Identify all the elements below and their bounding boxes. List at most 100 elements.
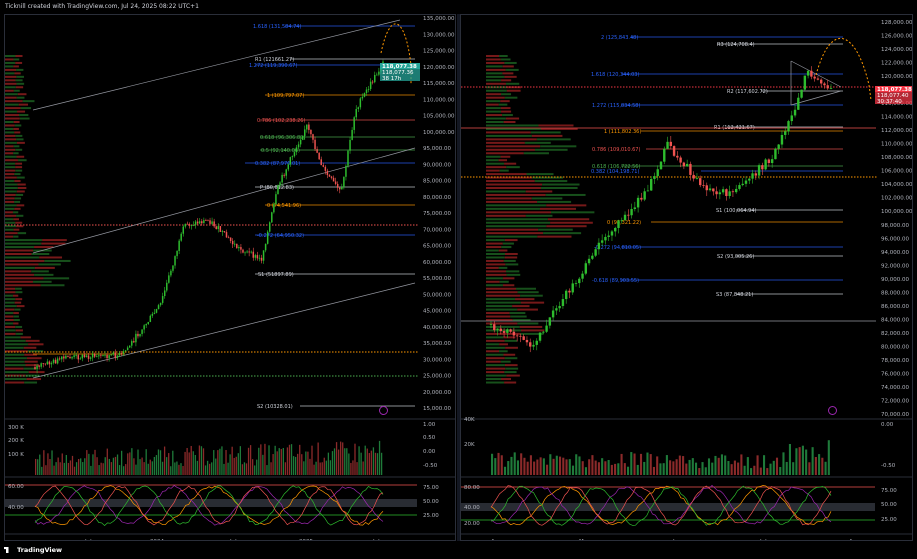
candle-body — [184, 223, 187, 227]
candle-body — [705, 185, 708, 191]
oscillator-line — [490, 485, 832, 526]
volume-bar — [282, 447, 284, 475]
candle-body — [190, 225, 193, 226]
left-chart-svg[interactable]: 135,000.00 130,000.00 125,000.00 120,000.00… — [5, 15, 456, 541]
volume-bar — [720, 454, 724, 475]
volume-bar — [724, 455, 727, 475]
volume-bar — [166, 457, 168, 475]
volume-bar — [180, 463, 182, 475]
volume-bar — [772, 460, 775, 475]
price-axis-label: 25,000.00 — [423, 374, 451, 380]
volume-profile-bar — [5, 239, 43, 242]
candle-body — [196, 221, 199, 224]
candle-body — [666, 141, 669, 149]
volume-profile-bar — [500, 100, 510, 103]
volume-profile-bar — [25, 339, 40, 342]
volume-profile-bar — [5, 82, 17, 85]
volume-profile-bar — [43, 277, 70, 280]
volume-profile-bar — [486, 145, 541, 148]
volume-profile-bar — [542, 183, 580, 186]
volume-bar — [321, 462, 323, 475]
candle-body — [659, 161, 663, 170]
volume-profile-bar — [486, 270, 506, 273]
volume-profile-bar — [486, 93, 502, 96]
volume-profile-bar — [501, 246, 512, 249]
level-label: 1.618 (131,584.74) — [253, 24, 301, 30]
volume-profile-bar — [16, 138, 24, 141]
candle-body — [198, 221, 201, 224]
volume-bar — [346, 448, 348, 475]
volume-profile-bar — [5, 367, 24, 370]
tradingview-logo[interactable]: TradingView — [4, 546, 62, 554]
volume-profile-bar — [499, 169, 509, 172]
right-event-icon[interactable] — [828, 406, 837, 415]
volume-bar — [141, 457, 143, 475]
volume-profile-bar — [19, 117, 30, 120]
volume-profile-bar — [486, 322, 518, 325]
volume-profile-bar — [500, 360, 511, 363]
price-axis-label: 90,000.00 — [423, 162, 451, 168]
price-axis-label: 130,000.00 — [423, 32, 455, 38]
candle-body — [551, 310, 555, 318]
volume-bar — [559, 456, 562, 475]
candle-body — [725, 189, 728, 196]
volume-profile-bar — [525, 214, 553, 217]
volume-bar — [536, 459, 539, 475]
volume-profile-bar — [5, 180, 15, 183]
volume-bar — [510, 456, 513, 475]
level-label: 0.382 (104,198.71) — [591, 169, 639, 175]
right-chart-svg[interactable]: 128,000.00 126,000.00 124,000.00 122,000.00… — [461, 15, 913, 541]
volume-profile-bar — [5, 319, 14, 321]
volume-bar — [335, 442, 338, 475]
volume-profile-bar — [31, 253, 50, 255]
volume-profile-bar — [504, 239, 518, 242]
volume-bar — [356, 462, 358, 475]
candle-body — [110, 354, 112, 356]
volume-profile-bar — [5, 197, 15, 200]
left-chart-panel[interactable]: 135,000.00 130,000.00 125,000.00 120,000.00… — [4, 14, 456, 541]
candle-body — [685, 163, 689, 167]
candle-body — [555, 308, 558, 311]
volume-bar — [319, 462, 321, 475]
volume-profile-bar — [5, 246, 35, 249]
price-axis-label: 85,000.00 — [423, 179, 451, 185]
candle-body — [351, 129, 353, 140]
price-axis-label: 60,000.00 — [423, 260, 451, 266]
panel-separator[interactable] — [457, 14, 460, 541]
level-label: 1.618 (120,344.03) — [591, 72, 639, 78]
price-axis-label: 86,000.00 — [881, 304, 909, 310]
volume-profile-bar — [538, 124, 574, 127]
oscillator-axis-label: 80.00 — [464, 485, 480, 491]
volume-profile-bar — [14, 180, 21, 183]
candle-body — [128, 345, 131, 348]
volume-profile-bar — [39, 256, 63, 259]
volume-bar — [153, 456, 156, 475]
volume-bar — [104, 457, 106, 475]
candle-body — [823, 83, 826, 86]
volume-bar — [568, 459, 571, 475]
volume-profile-bar — [5, 381, 25, 384]
volume-profile-bar — [15, 148, 23, 151]
volume-bar — [374, 452, 377, 475]
candle-body — [192, 224, 195, 226]
candle-body — [764, 159, 767, 170]
price-tag-sub — [875, 92, 912, 104]
candle-body — [157, 305, 160, 310]
volume-profile-bar — [5, 55, 16, 57]
volume-profile-bar — [531, 197, 563, 200]
volume-profile-bar — [486, 58, 501, 61]
volume-bar — [123, 466, 125, 475]
candle-body — [207, 220, 209, 222]
candle-body — [73, 355, 75, 358]
left-event-icon[interactable] — [379, 406, 388, 415]
candle-body — [209, 220, 211, 224]
volume-profile-bar — [502, 65, 514, 68]
right-chart-panel[interactable]: 128,000.00 126,000.00 124,000.00 122,000.00… — [460, 14, 913, 541]
volume-bar — [827, 440, 830, 475]
oscillator-band — [5, 499, 417, 507]
volume-axis-label: 200 K — [8, 438, 24, 444]
candle-body — [104, 354, 106, 356]
volume-profile-bar — [512, 305, 530, 308]
volume-bar — [350, 462, 352, 475]
volume-profile-bar — [13, 58, 20, 61]
